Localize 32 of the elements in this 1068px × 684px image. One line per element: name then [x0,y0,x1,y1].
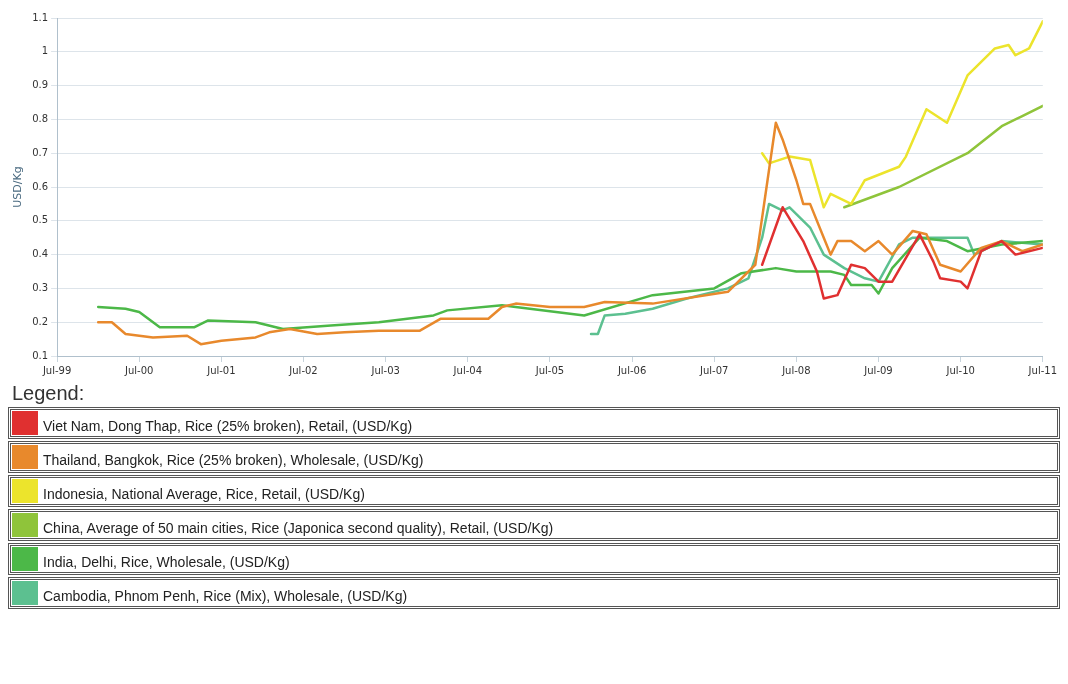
x-tick-label: Jul-07 [699,364,729,376]
x-tick-label: Jul-04 [452,364,483,376]
y-tick-label: 0.3 [32,281,49,293]
y-tick-label: 0.2 [32,315,49,327]
legend-label: Viet Nam, Dong Thap, Rice (25% broken), Retail, (USD/Kg) [42,418,413,436]
y-tick-label: 0.9 [32,79,49,91]
x-tick-label: Jul-05 [534,364,565,376]
x-tick-label: Jul-99 [41,364,72,376]
x-tick-label: Jul-08 [781,364,811,376]
x-tick-label: Jul-00 [124,364,154,376]
y-tick-label: 0.8 [32,112,49,124]
x-tick-label: Jul-09 [863,364,893,376]
legend-label: Cambodia, Phnom Penh, Rice (Mix), Wholesale, (USD/Kg) [42,588,408,606]
y-axis-title: USD/Kg [11,166,25,208]
y-tick-label: 0.1 [32,349,49,361]
y-tick-label: 0.7 [32,146,49,158]
y-tick-label: 1 [41,45,49,57]
x-tick-label: Jul-03 [370,364,400,376]
x-tick-label: Jul-11 [1027,364,1057,376]
y-tick-label: 0.4 [32,248,49,260]
x-tick-label: Jul-10 [945,364,975,376]
legend-label: Thailand, Bangkok, Rice (25% broken), Wholesale, (USD/Kg) [42,452,424,470]
y-tick-label: 0.5 [32,214,49,226]
legend-label: India, Delhi, Rice, Wholesale, (USD/Kg) [42,554,290,572]
legend-title: Legend: [12,382,86,405]
y-tick-label: 1.1 [32,11,49,23]
legend-label: China, Average of 50 main cities, Rice (Japonica second quality), Retail, (USD/Kg) [42,520,554,538]
legend-label: Indonesia, National Average, Rice, Retail, (USD/Kg) [42,486,365,504]
x-tick-label: Jul-06 [616,364,647,376]
y-tick-label: 0.6 [32,180,49,192]
x-tick-label: Jul-01 [206,364,236,376]
x-tick-label: Jul-02 [288,364,318,376]
